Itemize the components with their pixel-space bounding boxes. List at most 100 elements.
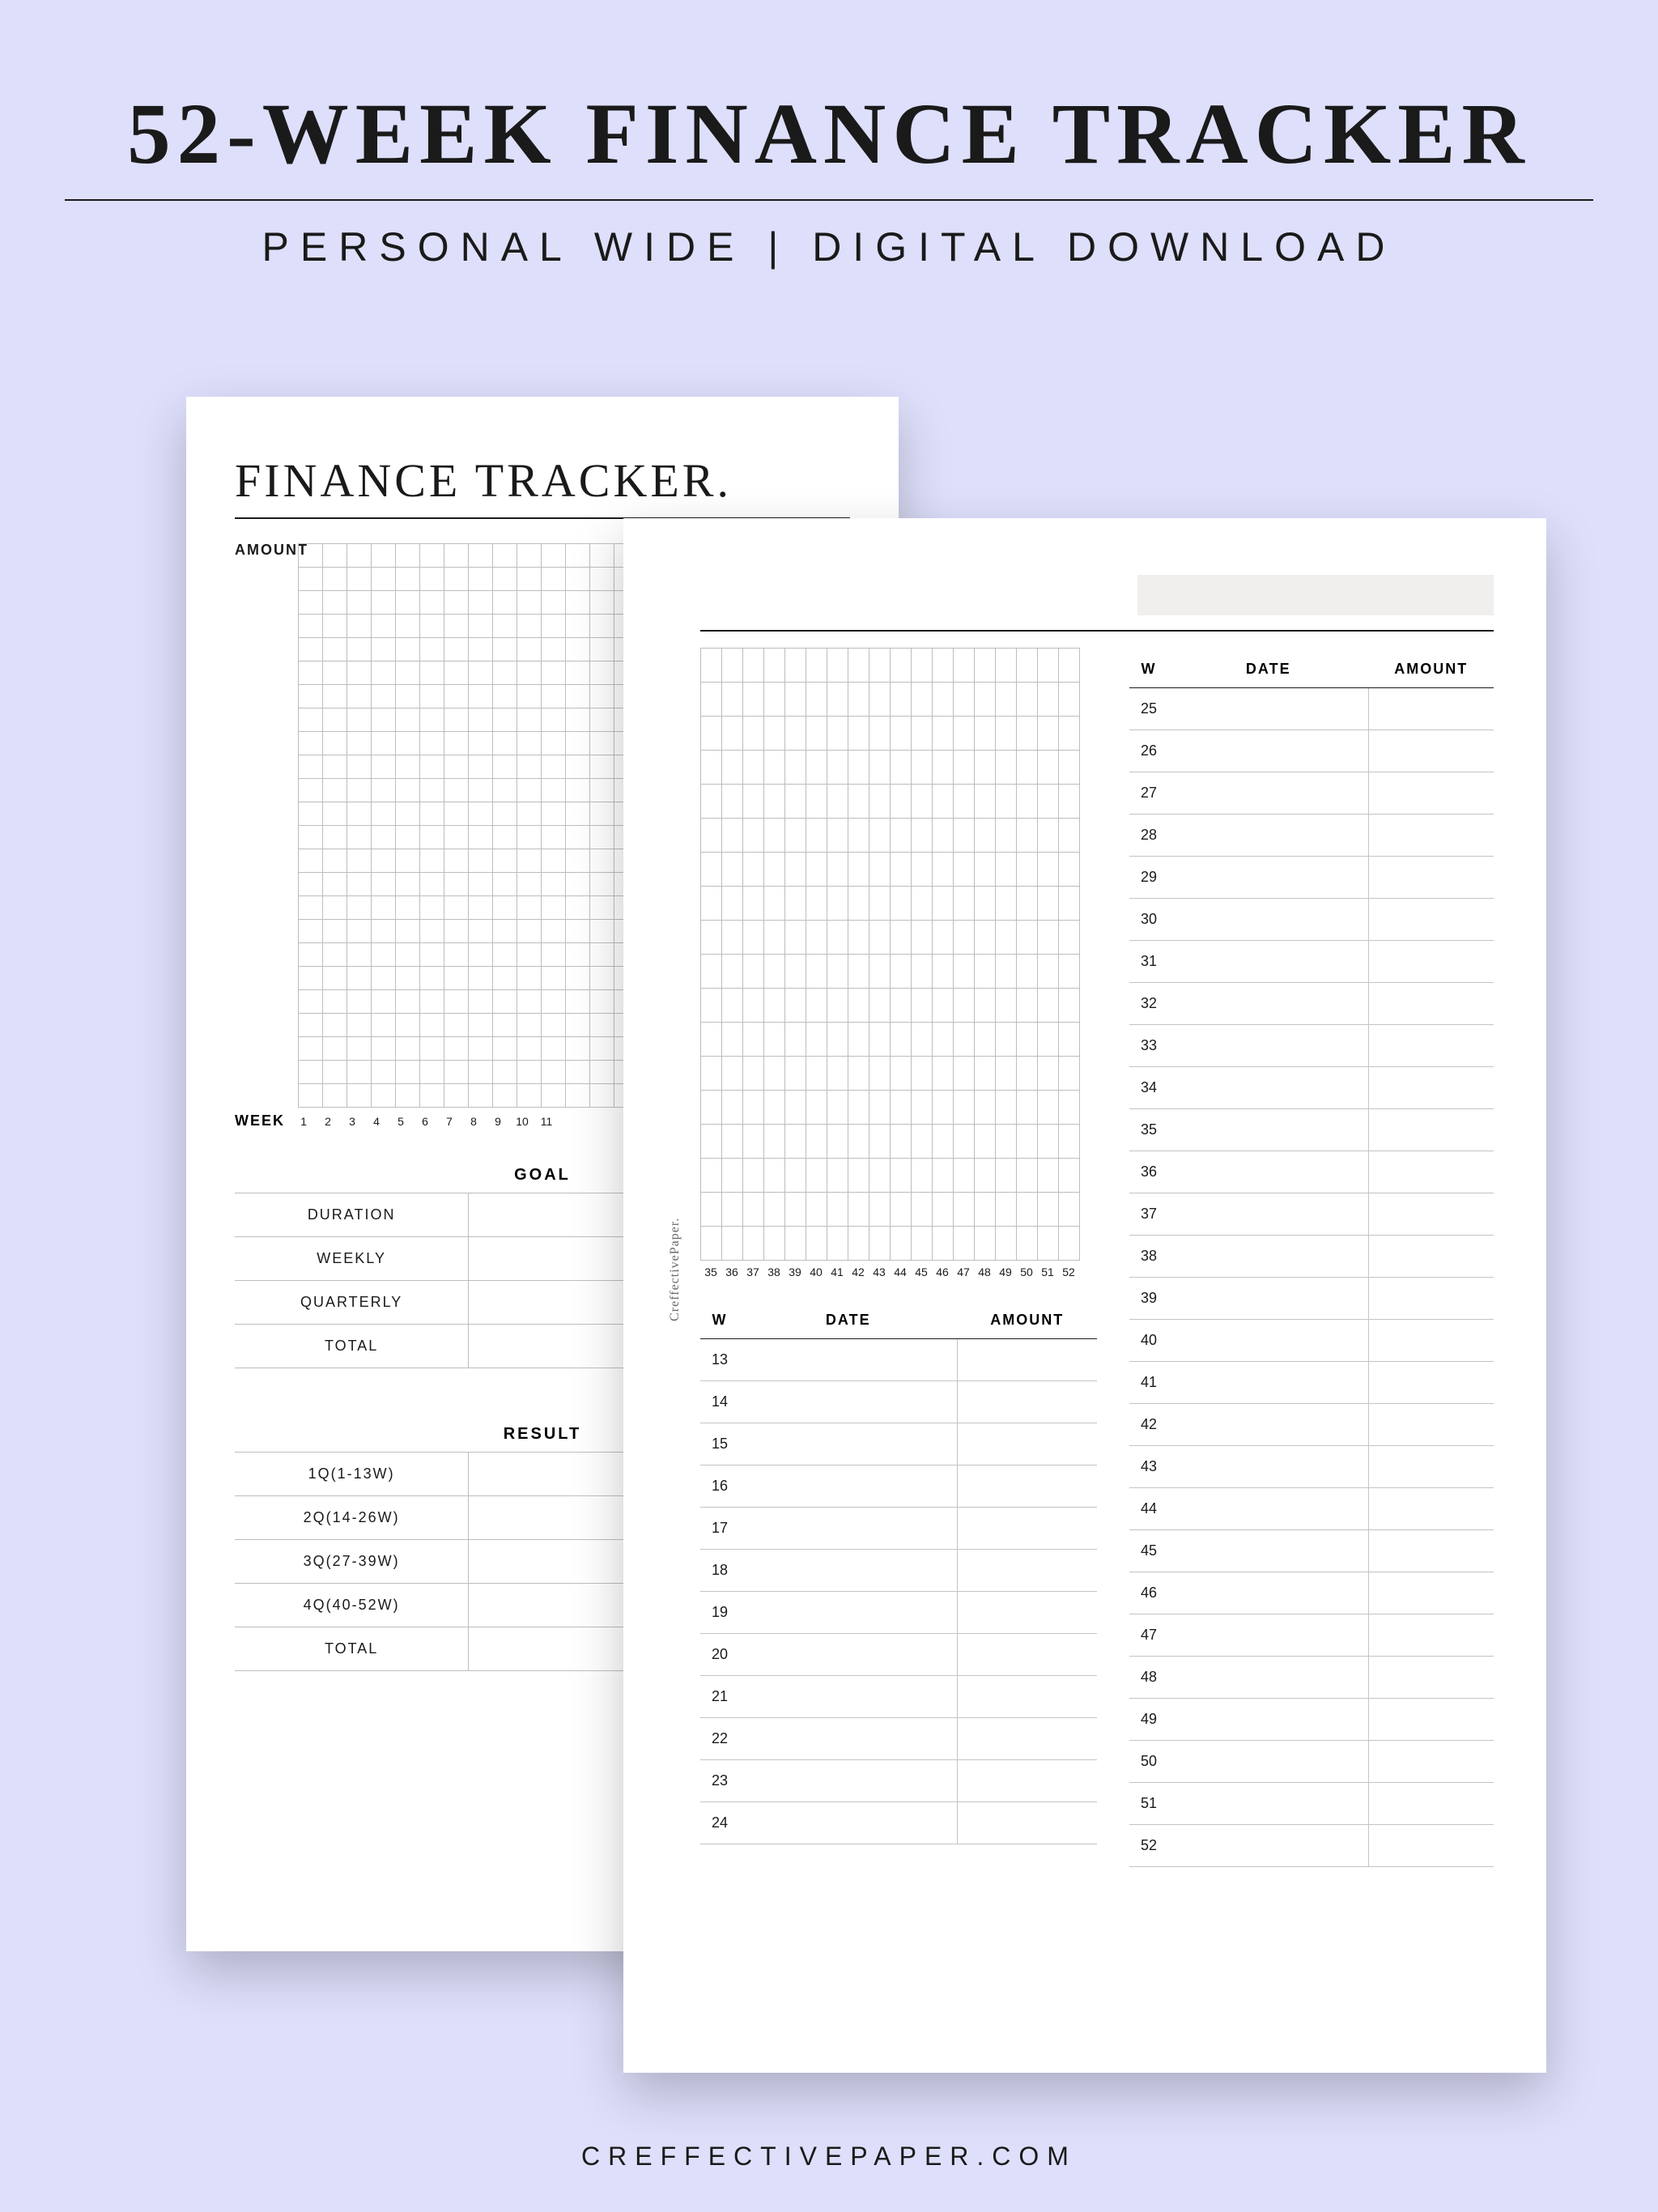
amount-cell bbox=[1369, 1067, 1494, 1109]
x-tick: 2 bbox=[316, 1115, 340, 1128]
date-cell bbox=[1168, 1236, 1369, 1278]
amount-cell bbox=[1369, 1530, 1494, 1572]
table-row: 30 bbox=[1129, 899, 1494, 941]
table-row: 16 bbox=[700, 1465, 1097, 1508]
table-row: 40 bbox=[1129, 1320, 1494, 1362]
week-number: 18 bbox=[700, 1550, 739, 1592]
table-row: 44 bbox=[1129, 1488, 1494, 1530]
week-number: 25 bbox=[1129, 688, 1168, 730]
amount-cell bbox=[958, 1718, 1098, 1760]
week-number: 40 bbox=[1129, 1320, 1168, 1362]
week-number: 29 bbox=[1129, 857, 1168, 899]
table-row: 17 bbox=[700, 1508, 1097, 1550]
amount-cell bbox=[1369, 1825, 1494, 1867]
amount-cell bbox=[1369, 983, 1494, 1025]
date-cell bbox=[1168, 1404, 1369, 1446]
amount-cell bbox=[1369, 772, 1494, 815]
x-tick: 10 bbox=[510, 1115, 534, 1128]
date-cell bbox=[1168, 1446, 1369, 1488]
amount-cell bbox=[1369, 1404, 1494, 1446]
amount-cell bbox=[1369, 1320, 1494, 1362]
date-cell bbox=[1168, 983, 1369, 1025]
table-row: 23 bbox=[700, 1760, 1097, 1802]
week-number: 44 bbox=[1129, 1488, 1168, 1530]
table-row: 15 bbox=[700, 1423, 1097, 1465]
header-fill-bar bbox=[1137, 575, 1494, 615]
x-tick: 42 bbox=[848, 1266, 869, 1278]
kv-key: 3Q(27-39W) bbox=[235, 1540, 469, 1584]
amount-cell bbox=[958, 1465, 1098, 1508]
x-tick: 39 bbox=[784, 1266, 806, 1278]
date-cell bbox=[739, 1465, 958, 1508]
page-title: FINANCE TRACKER. bbox=[235, 453, 850, 508]
table-row: 21 bbox=[700, 1676, 1097, 1718]
date-cell bbox=[1168, 1362, 1369, 1404]
date-cell bbox=[1168, 1025, 1369, 1067]
date-cell bbox=[739, 1760, 958, 1802]
x-tick: 7 bbox=[437, 1115, 461, 1128]
kv-key: 4Q(40-52W) bbox=[235, 1584, 469, 1627]
x-tick: 43 bbox=[869, 1266, 890, 1278]
x-tick: 41 bbox=[827, 1266, 848, 1278]
footer-url: CREFFECTIVEPAPER.COM bbox=[0, 2142, 1658, 2172]
table-row: 22 bbox=[700, 1718, 1097, 1760]
x-tick: 35 bbox=[700, 1266, 721, 1278]
date-cell bbox=[1168, 1109, 1369, 1151]
x-tick: 40 bbox=[806, 1266, 827, 1278]
amount-cell bbox=[1369, 899, 1494, 941]
kv-key: 1Q(1-13W) bbox=[235, 1453, 469, 1496]
week-number: 33 bbox=[1129, 1025, 1168, 1067]
date-cell bbox=[1168, 899, 1369, 941]
table-row: 42 bbox=[1129, 1404, 1494, 1446]
table-row: 32 bbox=[1129, 983, 1494, 1025]
week-number: 31 bbox=[1129, 941, 1168, 983]
date-cell bbox=[739, 1802, 958, 1844]
date-cell bbox=[1168, 1193, 1369, 1236]
week-number: 19 bbox=[700, 1592, 739, 1634]
date-cell bbox=[1168, 1572, 1369, 1614]
amount-cell bbox=[958, 1423, 1098, 1465]
week-number: 36 bbox=[1129, 1151, 1168, 1193]
main-title: 52-WEEK FINANCE TRACKER bbox=[0, 85, 1658, 185]
date-cell bbox=[739, 1676, 958, 1718]
table-row: 33 bbox=[1129, 1025, 1494, 1067]
x-tick: 52 bbox=[1058, 1266, 1079, 1278]
x-axis-label: WEEK bbox=[235, 1112, 285, 1129]
table-row: 18 bbox=[700, 1550, 1097, 1592]
page-right: CreffectivePaper. 3536373839404142434445… bbox=[623, 518, 1546, 2073]
date-cell bbox=[1168, 1151, 1369, 1193]
date-cell bbox=[1168, 688, 1369, 730]
weeks-table-right: W DATE AMOUNT 25262728293031323334353637… bbox=[1129, 648, 1494, 1867]
week-number: 15 bbox=[700, 1423, 739, 1465]
date-cell bbox=[1168, 1067, 1369, 1109]
date-cell bbox=[1168, 730, 1369, 772]
week-number: 37 bbox=[1129, 1193, 1168, 1236]
amount-cell bbox=[958, 1676, 1098, 1718]
y-axis-label: AMOUNT bbox=[235, 542, 291, 559]
x-tick: 6 bbox=[413, 1115, 437, 1128]
table-row: 34 bbox=[1129, 1067, 1494, 1109]
week-number: 43 bbox=[1129, 1446, 1168, 1488]
week-number: 38 bbox=[1129, 1236, 1168, 1278]
week-number: 28 bbox=[1129, 815, 1168, 857]
table-row: 52 bbox=[1129, 1825, 1494, 1867]
x-tick: 51 bbox=[1037, 1266, 1058, 1278]
date-cell bbox=[1168, 1320, 1369, 1362]
amount-cell bbox=[1369, 1488, 1494, 1530]
product-header: 52-WEEK FINANCE TRACKER PERSONAL WIDE | … bbox=[0, 85, 1658, 270]
table-row: 37 bbox=[1129, 1193, 1494, 1236]
week-number: 17 bbox=[700, 1508, 739, 1550]
amount-cell bbox=[958, 1634, 1098, 1676]
amount-cell bbox=[1369, 688, 1494, 730]
kv-key: TOTAL bbox=[235, 1325, 469, 1368]
x-tick: 8 bbox=[461, 1115, 486, 1128]
table-row: 48 bbox=[1129, 1657, 1494, 1699]
week-number: 50 bbox=[1129, 1741, 1168, 1783]
amount-cell bbox=[1369, 1699, 1494, 1741]
table-row: 35 bbox=[1129, 1109, 1494, 1151]
week-number: 34 bbox=[1129, 1067, 1168, 1109]
week-number: 24 bbox=[700, 1802, 739, 1844]
week-number: 39 bbox=[1129, 1278, 1168, 1320]
amount-cell bbox=[1369, 941, 1494, 983]
week-number: 30 bbox=[1129, 899, 1168, 941]
